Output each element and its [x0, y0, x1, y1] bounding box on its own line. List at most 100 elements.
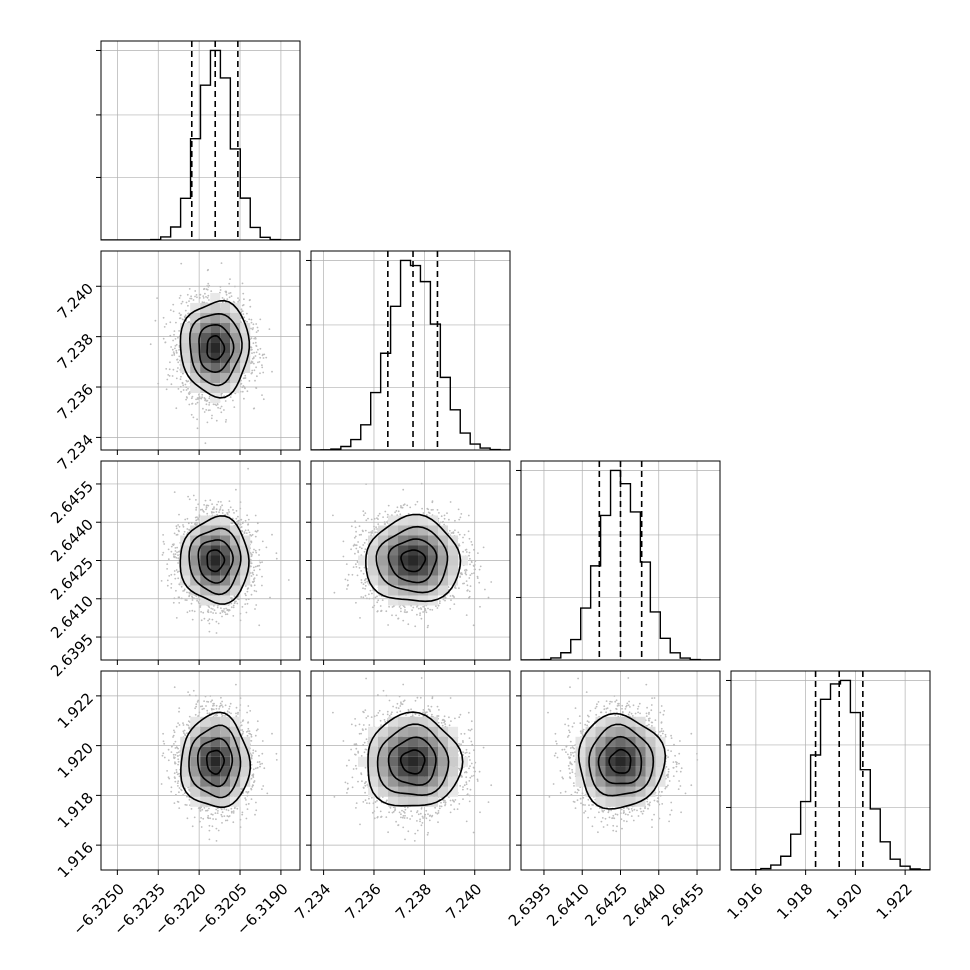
contour-2	[188, 527, 242, 596]
sample-point	[244, 592, 247, 595]
sample-point	[166, 584, 169, 587]
sample-point	[435, 605, 437, 607]
sample-point	[154, 319, 157, 322]
density-cell	[220, 312, 231, 323]
density-cell	[180, 352, 191, 363]
sample-point	[427, 624, 429, 627]
sample-point	[182, 524, 184, 526]
sample-point	[376, 595, 378, 598]
sample-point	[243, 298, 245, 301]
sample-point	[261, 561, 263, 563]
sample-point	[203, 617, 206, 620]
sample-point	[271, 370, 273, 373]
sample-point	[165, 368, 168, 370]
sample-point	[482, 546, 485, 549]
sample-point	[395, 510, 398, 512]
sample-point	[205, 296, 207, 298]
sample-point	[402, 488, 405, 491]
sample-point	[368, 593, 370, 596]
sample-point	[224, 421, 227, 423]
sample-point	[175, 349, 178, 352]
y-tick-label: 7.238	[54, 330, 97, 373]
sample-point	[180, 262, 183, 265]
sample-point	[351, 573, 354, 576]
sample-point	[239, 390, 242, 393]
sample-point	[400, 506, 403, 509]
sample-point	[386, 513, 389, 516]
sample-point	[469, 557, 471, 560]
sample-point	[462, 550, 464, 553]
sample-point	[237, 301, 240, 303]
sample-point	[373, 604, 376, 607]
sample-point	[366, 597, 368, 600]
sample-point	[183, 530, 186, 533]
sample-point	[422, 611, 424, 613]
sample-point	[229, 278, 231, 280]
sample-point	[187, 495, 190, 498]
sample-point	[362, 587, 364, 590]
sample-point	[201, 508, 204, 511]
sample-point	[173, 352, 176, 355]
sample-point	[203, 511, 205, 513]
sample-point	[177, 388, 180, 390]
sample-point	[211, 414, 213, 417]
sample-point	[190, 297, 193, 300]
sample-point	[360, 579, 363, 581]
sample-point	[362, 544, 365, 546]
sample-point	[218, 511, 221, 513]
density-cell	[200, 352, 211, 363]
sample-point	[182, 389, 185, 391]
sample-point	[196, 522, 199, 524]
sample-point	[243, 397, 245, 400]
sample-point	[379, 605, 382, 607]
sample-point	[357, 551, 360, 554]
density-cell	[210, 525, 221, 536]
sample-point	[476, 577, 479, 579]
sample-point	[430, 509, 433, 511]
sample-point	[193, 610, 196, 613]
sample-point	[466, 589, 469, 592]
sample-point	[207, 268, 210, 271]
sample-point	[166, 378, 169, 381]
sample-point	[342, 540, 345, 543]
sample-point	[191, 595, 193, 598]
sample-point	[469, 563, 471, 566]
sample-point	[250, 337, 253, 340]
sample-point	[448, 529, 451, 532]
density-cell	[240, 565, 251, 576]
sample-point	[251, 572, 254, 574]
density-cell	[200, 332, 211, 343]
density-cell	[240, 322, 251, 333]
sample-point	[460, 513, 463, 515]
sample-point	[250, 346, 252, 348]
sample-point	[228, 511, 231, 513]
sample-point	[471, 543, 474, 546]
sample-point	[422, 512, 425, 514]
sample-point	[450, 599, 452, 601]
sample-point	[204, 292, 206, 295]
sample-point	[231, 597, 234, 600]
sample-point	[176, 546, 179, 549]
sample-point	[464, 571, 467, 573]
sample-point	[178, 349, 181, 351]
sample-point	[176, 533, 179, 536]
sample-point	[166, 568, 169, 570]
sample-point	[257, 329, 259, 332]
density-cell	[190, 372, 201, 383]
sample-point	[210, 611, 212, 613]
sample-point	[207, 285, 210, 288]
sample-point	[251, 369, 254, 372]
density-cell	[190, 565, 201, 576]
sample-point	[369, 589, 372, 592]
sample-point	[258, 353, 261, 355]
sample-point	[171, 375, 174, 377]
sample-point	[258, 624, 261, 627]
sample-point	[202, 297, 205, 299]
sample-point	[198, 598, 201, 601]
density-cell	[220, 372, 231, 383]
sample-point	[443, 514, 446, 517]
sample-point	[181, 300, 184, 303]
density-cell	[210, 595, 221, 606]
sample-point	[203, 504, 206, 506]
sample-point	[403, 611, 406, 613]
